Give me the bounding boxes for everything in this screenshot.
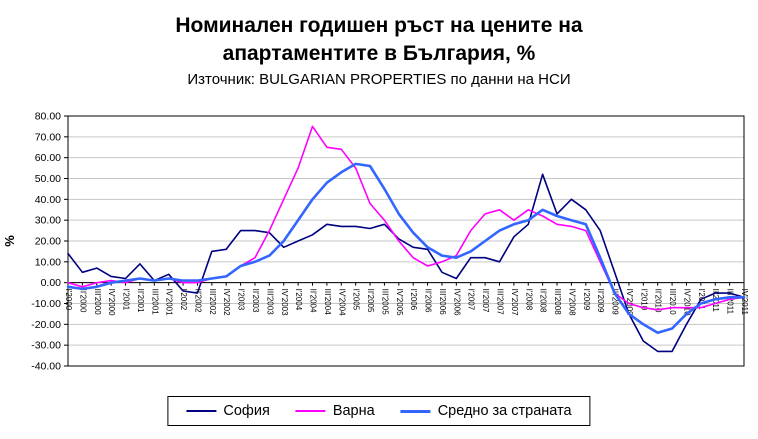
x-tick-label: III'2002	[208, 289, 217, 316]
x-tick-label: IV'2004	[337, 289, 346, 316]
x-tick-label: I'2008	[524, 289, 533, 311]
x-tick-label: IV'2006	[452, 289, 461, 316]
legend-label: Средно за страната	[437, 403, 572, 419]
y-tick-label: 40.00	[35, 194, 61, 206]
legend-label: София	[223, 403, 270, 419]
x-tick-label: III'2008	[553, 289, 562, 316]
x-tick-label: IV'2001	[165, 289, 174, 316]
x-tick-label: II'2006	[424, 289, 433, 313]
x-tick-label: IV'2003	[280, 289, 289, 316]
x-tick-label: II'2010	[654, 289, 663, 313]
x-tick-label: III'2001	[150, 289, 159, 316]
x-tick-label: II'2008	[539, 289, 548, 313]
legend-line-swatch	[295, 410, 326, 412]
y-tick-label: 20.00	[35, 236, 61, 248]
chart-title: Номинален годишен ръст на цените на апар…	[175, 14, 583, 66]
x-tick-label: IV'2009	[625, 289, 634, 316]
legend-line-swatch	[186, 410, 217, 412]
x-tick-label: II'2002	[193, 289, 202, 313]
legend-label: Варна	[332, 403, 375, 419]
x-tick-label: III'2010	[668, 289, 677, 316]
y-tick-label: 30.00	[35, 215, 61, 227]
x-tick-label: I'2006	[409, 289, 418, 311]
x-tick-label: II'2003	[251, 289, 260, 313]
y-axis-title: %	[2, 235, 17, 247]
x-tick-label: I'2009	[582, 289, 591, 311]
plot-border	[67, 115, 745, 367]
x-tick-label: III'2003	[265, 289, 274, 316]
y-tick-label: -20.00	[31, 319, 61, 331]
x-tick-label: I'2000	[64, 289, 73, 311]
legend-item-2: Средно за страната	[400, 403, 572, 419]
plot-area: -40.00 -30.00 -20.00 -10.00 0.00 10.00 20.00 30…	[0, 102, 758, 380]
x-tick-label: III'2011	[726, 289, 735, 315]
x-tick-label: IV'2002	[222, 289, 231, 316]
legend-line-swatch	[400, 409, 431, 413]
x-tick-label: IV'2005	[395, 289, 404, 316]
x-tick-label: II'2001	[136, 289, 145, 313]
chart-legend: София Варна Средно за страната	[167, 396, 591, 426]
x-tick-label: I'2010	[639, 289, 648, 311]
legend-item-0: София	[186, 403, 270, 419]
x-tick-label: II'2007	[481, 289, 490, 313]
y-tick-label: -30.00	[31, 340, 61, 352]
x-tick-label: IV'2011	[740, 289, 749, 316]
x-tick-label: II'2004	[309, 289, 318, 313]
legend-item-1: Варна	[295, 403, 375, 419]
x-tick-label: II'2005	[366, 289, 375, 313]
x-tick-label: III'2006	[438, 289, 447, 316]
y-tick-label: -10.00	[31, 298, 61, 310]
x-tick-label: III'2005	[380, 289, 389, 316]
x-tick-label: II'2000	[78, 289, 87, 313]
y-tick-label: 60.00	[35, 152, 61, 164]
x-tick-label: I'2002	[179, 289, 188, 311]
series-line-1	[67, 125, 745, 311]
x-tick-label: III'2004	[323, 289, 332, 316]
chart-subtitle: Източник: BULGARIAN PROPERTIES по данни …	[187, 70, 571, 88]
y-tick-label: 70.00	[35, 131, 61, 143]
chart-canvas: -40.00 -30.00 -20.00 -10.00 0.00 10.00 20.00 30…	[2, 111, 749, 373]
x-tick-label: IV'2010	[682, 289, 691, 316]
y-tick-label: -40.00	[31, 361, 61, 373]
x-tick-label: III'2000	[93, 289, 102, 316]
y-tick-label: 80.00	[35, 111, 61, 123]
x-tick-label: IV'2000	[107, 289, 116, 316]
x-tick-label: IV'2007	[510, 289, 519, 316]
x-tick-label: I'2004	[294, 289, 303, 311]
series-line-0	[67, 173, 745, 353]
x-tick-label: I'2005	[352, 289, 361, 311]
x-tick-label: II'2009	[596, 289, 605, 313]
x-tick-label: IV'2008	[567, 289, 576, 316]
y-tick-label: 50.00	[35, 173, 61, 185]
x-tick-label: I'2003	[237, 289, 246, 311]
x-tick-label: I'2001	[122, 289, 131, 311]
y-tick-label: 10.00	[35, 256, 61, 268]
series-line-2	[66, 162, 746, 334]
x-tick-label: I'2007	[467, 289, 476, 311]
x-tick-label: III'2007	[495, 289, 504, 316]
y-tick-label: 0.00	[41, 277, 62, 289]
x-tick-label: III'2009	[611, 289, 620, 316]
